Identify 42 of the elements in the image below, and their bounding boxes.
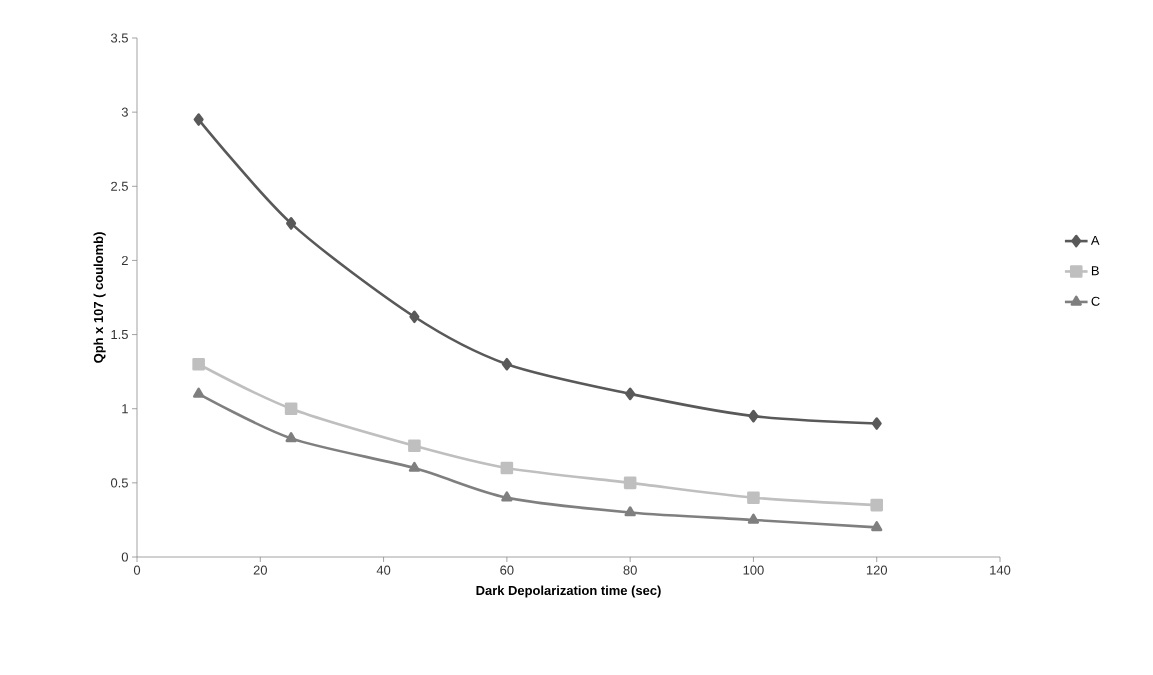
y-tick-label: 0 <box>121 552 128 562</box>
point <box>501 357 512 371</box>
legend-label: B <box>1091 266 1099 276</box>
x-tick-label: 100 <box>743 565 764 575</box>
point <box>870 498 884 512</box>
y-tick-label: 2 <box>121 255 128 265</box>
point <box>285 432 297 443</box>
point <box>747 513 760 524</box>
x-tick-label: 0 <box>133 565 141 575</box>
point <box>625 387 636 401</box>
y-tick-label: 0.5 <box>110 478 128 488</box>
x-tick-label: 140 <box>990 565 1011 575</box>
point <box>623 476 637 490</box>
point <box>871 521 883 532</box>
y-tick-label: 3.5 <box>110 33 128 43</box>
point <box>193 387 205 398</box>
x-tick-label: 120 <box>866 565 888 575</box>
point <box>408 439 421 453</box>
point <box>501 491 513 502</box>
x-tick-label: 60 <box>500 565 514 575</box>
point <box>624 506 636 517</box>
y-tick-label: 1.5 <box>111 330 128 340</box>
x-tick-label: 20 <box>253 565 267 575</box>
point <box>193 113 204 126</box>
y-tick-label: 2.5 <box>111 181 128 191</box>
point <box>748 409 759 423</box>
y-tick-label: 1 <box>122 404 128 414</box>
y-axis-title: Qph x 107 ( coulomb) <box>93 232 106 363</box>
point <box>500 461 514 475</box>
point <box>284 402 298 416</box>
point <box>871 417 882 430</box>
x-tick-label: 40 <box>376 565 391 575</box>
legend-label: C <box>1091 296 1100 306</box>
y-tick-label: 3 <box>121 107 128 117</box>
point <box>747 491 760 504</box>
point <box>192 357 205 371</box>
legend-label: A <box>1090 235 1100 245</box>
point <box>409 310 420 324</box>
x-axis-title: Dark Depolarization time (sec) <box>476 585 661 598</box>
point <box>408 461 421 472</box>
point <box>286 217 297 230</box>
x-tick-label: 80 <box>623 565 637 575</box>
